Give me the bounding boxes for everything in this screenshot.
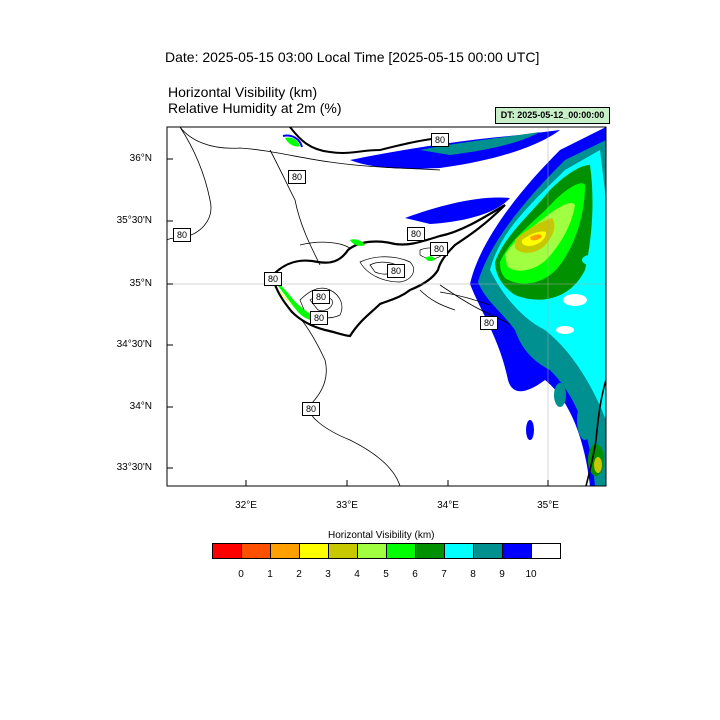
contour-label: 80 <box>302 402 320 416</box>
legend-label: 2 <box>296 569 302 580</box>
contour-label: 80 <box>173 228 191 242</box>
vis-north-strip-teal <box>420 132 540 155</box>
legend-swatch <box>212 543 242 559</box>
date-title: Date: 2025-05-15 03:00 Local Time [2025-… <box>165 49 540 65</box>
lat-label: 34°N <box>129 401 152 412</box>
lat-label: 35°N <box>129 278 152 289</box>
legend-swatch <box>357 543 387 559</box>
legend-label: 0 <box>238 569 244 580</box>
vis-band-orange <box>530 234 542 241</box>
legend-label: 7 <box>441 569 447 580</box>
legend-label: 6 <box>412 569 418 580</box>
syria-coast <box>585 379 606 486</box>
vis-blob <box>526 420 534 440</box>
visibility-shading <box>470 127 606 486</box>
legend-swatch <box>328 543 358 559</box>
legend-label: 10 <box>525 569 537 580</box>
vis-north-cyprus-2 <box>425 256 435 262</box>
legend-swatch <box>531 543 561 559</box>
contour-label: 80 <box>310 311 328 325</box>
contour-label: 80 <box>480 316 498 330</box>
legend-label: 5 <box>383 569 389 580</box>
vis-blob <box>556 326 574 334</box>
vis-nw-blob-blue <box>282 134 303 148</box>
legend-label: 1 <box>267 569 273 580</box>
vis-west-cyprus <box>276 284 320 321</box>
vis-mid-strip <box>405 197 510 224</box>
contour-label: 80 <box>312 290 330 304</box>
vis-blob <box>582 255 598 265</box>
lon-ticks <box>245 480 549 486</box>
vis-blob <box>594 457 602 473</box>
lat-label: 36°N <box>129 153 152 164</box>
legend-swatch <box>386 543 416 559</box>
legend-label: 3 <box>325 569 331 580</box>
turkey-coastline <box>289 127 441 154</box>
turkey-inland-contour <box>179 127 441 171</box>
lon-label: 34°E <box>437 500 459 511</box>
lat-label: 34°30'N <box>116 339 152 350</box>
legend-swatch <box>502 543 532 559</box>
legend-label: 9 <box>499 569 505 580</box>
legend-swatch <box>415 543 445 559</box>
legend-swatch <box>241 543 271 559</box>
legend-swatch <box>473 543 503 559</box>
legend-label: 4 <box>354 569 360 580</box>
legend-swatch <box>444 543 474 559</box>
lon-label: 33°E <box>336 500 358 511</box>
vis-blob <box>554 383 566 407</box>
map-content <box>167 127 606 486</box>
legend-label: 8 <box>470 569 476 580</box>
lon-label: 32°E <box>235 500 257 511</box>
field-title-visibility: Horizontal Visibility (km) <box>168 84 318 100</box>
vis-blob <box>577 400 593 440</box>
field-title-humidity: Relative Humidity at 2m (%) <box>168 100 342 116</box>
vis-nw-blob <box>285 137 300 147</box>
contour-label: 80 <box>387 264 405 278</box>
init-time-badge: DT: 2025-05-12_00:00:00 <box>495 107 610 124</box>
contour-label: 80 <box>407 227 425 241</box>
contour-label: 80 <box>264 272 282 286</box>
lon-label: 35°E <box>537 500 559 511</box>
contour-label: 80 <box>430 242 448 256</box>
vis-north-cyprus <box>350 239 365 246</box>
legend-swatch <box>270 543 300 559</box>
vis-blob <box>563 294 587 306</box>
contour-label: 80 <box>431 133 449 147</box>
map-frame <box>166 126 607 487</box>
legend-swatch <box>299 543 329 559</box>
legend-colorbar <box>212 543 561 559</box>
legend-title: Horizontal Visibility (km) <box>328 530 435 541</box>
lat-label: 33°30'N <box>116 462 152 473</box>
contour-label: 80 <box>288 170 306 184</box>
lat-label: 35°30'N <box>116 215 152 226</box>
lat-ticks <box>167 158 173 469</box>
